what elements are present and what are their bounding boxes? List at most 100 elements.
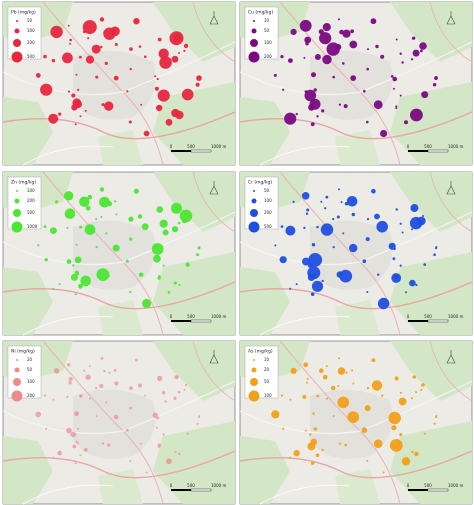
sample-point [178,52,181,55]
sample-point [311,280,324,292]
sample-point [351,369,354,372]
sample-point [74,293,77,296]
sample-point [197,246,201,250]
sample-point [171,55,179,63]
sample-point [325,365,328,368]
sample-point [162,229,169,236]
sample-point [315,453,320,458]
sample-point [66,259,72,264]
sample-point [352,382,355,385]
sample-point [311,461,315,465]
sample-point [409,279,416,287]
sample-point [338,188,340,191]
sample-point [69,38,72,42]
sample-point [198,416,200,419]
sample-point [62,52,73,64]
sample-point [52,287,55,290]
sample-point [310,122,315,127]
sample-point [156,77,159,81]
sample-point [95,415,98,418]
sample-point [35,73,41,78]
sample-point [196,422,199,425]
sample-point [140,103,143,106]
sample-point [392,257,396,261]
sample-point [304,36,312,44]
sample-point [104,61,108,65]
sample-point [67,24,70,27]
legend-box [7,345,42,399]
sample-point [128,216,134,222]
sample-point [399,52,402,55]
sample-point [177,221,181,225]
sample-point [312,412,315,415]
sample-point [156,104,163,112]
sample-point [196,253,200,257]
sample-point [290,28,297,35]
sample-point [159,56,172,69]
sample-point [375,44,379,49]
scale-label: 500 [187,314,195,319]
sample-point [71,93,76,98]
sample-point [143,55,147,58]
sample-point [366,120,369,124]
sample-point [88,365,91,368]
sample-point [51,58,56,63]
sample-point [350,29,354,34]
sample-point [162,433,165,436]
legend-label: 20 [27,357,33,362]
sample-point [104,101,114,111]
sample-point [319,368,324,373]
sample-point [77,427,80,430]
legend-symbol [248,221,260,233]
sample-point [114,200,117,203]
sample-point [77,88,80,91]
sample-point [114,43,118,46]
sample-point [66,395,69,399]
sample-point [112,244,120,252]
sample-point [96,268,110,281]
sample-point [156,206,163,213]
sample-point [295,112,298,116]
sample-point [177,390,181,394]
map-panel: Pb (mg/kg) 50 100 200 500 0 500 1000 m [2,1,236,166]
legend-label: 20 [264,367,270,372]
sample-point [413,37,416,39]
sample-point [349,40,358,49]
sample-point [176,376,179,378]
sample-point [35,411,42,418]
legend-label: 100 [264,198,272,203]
sample-point [165,118,173,126]
legend-label: 200 [264,54,272,59]
sample-point [125,428,129,432]
sample-point [394,376,399,381]
sample-point [138,45,142,48]
legend-symbol [16,190,18,192]
sample-point [140,442,143,445]
scale-label: 0 [407,314,410,319]
sample-point [308,104,315,111]
sample-point [113,414,119,420]
sample-point [399,433,403,437]
legend-symbol [250,378,258,386]
sample-point [289,287,292,290]
sample-point [389,439,403,452]
sample-point [346,196,358,207]
sample-point [279,256,287,264]
sample-point [43,225,47,228]
sample-point [50,25,63,39]
sample-point [282,88,285,91]
sample-point [70,273,78,281]
sample-point [309,433,312,436]
legend-symbol [253,20,255,22]
sample-point [67,363,71,367]
sample-point [159,219,168,228]
legend-box [7,176,42,230]
sample-point [69,42,71,45]
sample-point [175,110,184,120]
sample-point [99,17,105,22]
sample-point [145,471,148,474]
sample-point [157,89,170,102]
sample-point [289,398,292,401]
sample-point [365,237,370,242]
